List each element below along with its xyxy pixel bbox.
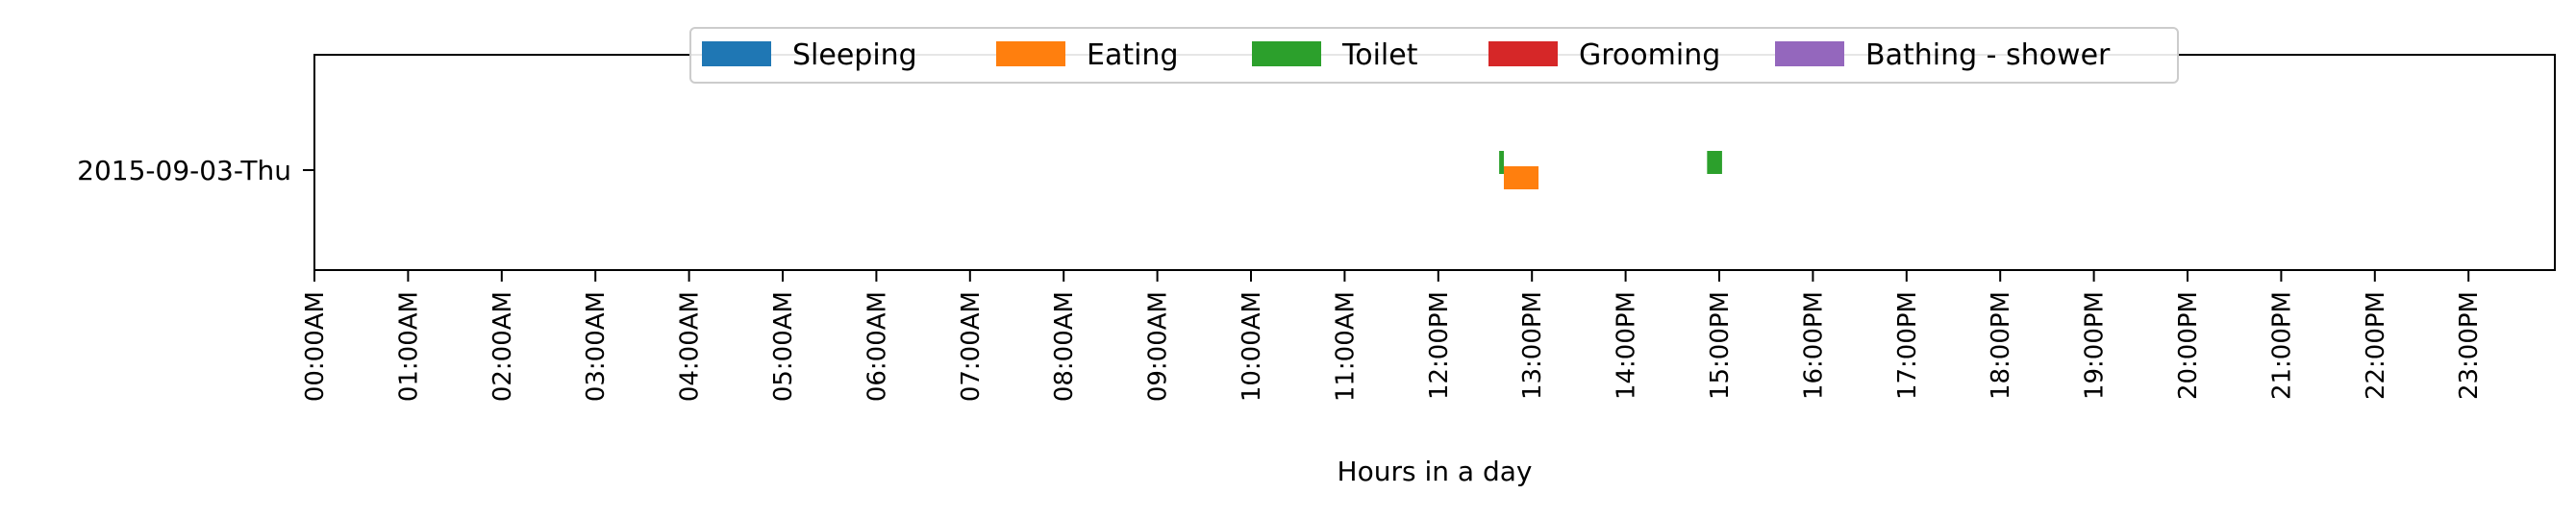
legend-label: Grooming	[1579, 38, 1720, 72]
legend-label: Bathing - shower	[1865, 38, 2111, 72]
x-tick-label: 11:00AM	[1331, 291, 1360, 402]
x-axis: 00:00AM 01:00AM 02:00AM 03:00AM 04:00AM 05:00…	[301, 270, 2484, 402]
x-tick-label: 13:00PM	[1518, 291, 1547, 400]
x-tick-label: 19:00PM	[2081, 291, 2110, 400]
legend: Sleeping Eating Toilet Grooming Bathing - sh…	[689, 27, 2179, 84]
x-tick-label: 05:00AM	[769, 291, 798, 402]
x-tick-label: 07:00AM	[957, 291, 986, 402]
legend-swatch	[1488, 41, 1558, 66]
x-tick-label: 17:00PM	[1893, 291, 1922, 400]
x-tick-label: 22:00PM	[2362, 291, 2390, 400]
x-tick-label: 09:00AM	[1144, 291, 1173, 402]
x-tick-label: 16:00PM	[1799, 291, 1828, 400]
y-tick-label: 2015-09-03-Thu	[77, 155, 291, 186]
legend-label: Sleeping	[792, 38, 917, 72]
bar-toilet	[1707, 151, 1722, 174]
x-tick-label: 18:00PM	[1987, 291, 2015, 400]
bar-eating	[1503, 166, 1539, 189]
x-tick-label: 21:00PM	[2267, 291, 2296, 400]
legend-swatch	[702, 41, 771, 66]
x-tick-label: 23:00PM	[2455, 291, 2484, 400]
activity-bars	[1499, 151, 1722, 189]
plot-frame	[313, 54, 2556, 271]
x-tick-label: 01:00AM	[394, 291, 423, 402]
legend-label: Eating	[1087, 38, 1179, 72]
x-tick-label: 02:00AM	[488, 291, 517, 402]
x-tick-label: 06:00AM	[863, 291, 891, 402]
x-axis-label: Hours in a day	[1338, 456, 1533, 487]
legend-swatch	[1775, 41, 1844, 66]
legend-swatch	[996, 41, 1065, 66]
legend-swatch	[1252, 41, 1321, 66]
x-tick-label: 15:00PM	[1706, 291, 1735, 400]
x-tick-label: 08:00AM	[1050, 291, 1079, 402]
y-axis: 2015-09-03-Thu	[77, 155, 314, 186]
x-tick-label: 20:00PM	[2174, 291, 2203, 400]
legend-label: Toilet	[1341, 38, 1418, 72]
x-tick-label: 03:00AM	[582, 291, 611, 402]
x-tick-label: 00:00AM	[301, 291, 330, 402]
x-tick-label: 12:00PM	[1425, 291, 1454, 400]
x-tick-label: 04:00AM	[676, 291, 705, 402]
bar-toilet	[1499, 151, 1504, 174]
x-tick-label: 14:00PM	[1613, 291, 1641, 400]
x-tick-label: 10:00AM	[1238, 291, 1266, 402]
